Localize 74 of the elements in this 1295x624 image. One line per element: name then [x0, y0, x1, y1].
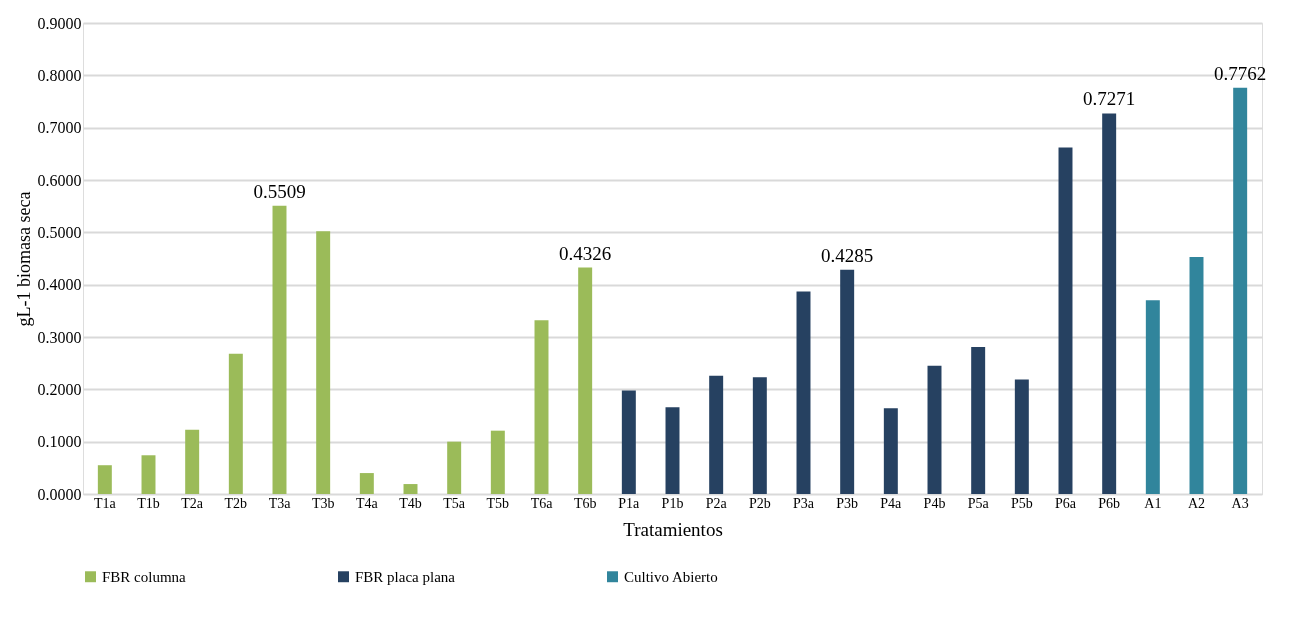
x-tick-label: T5b: [486, 495, 510, 511]
data-label: 0.7271: [1083, 88, 1136, 110]
bar: [534, 320, 549, 494]
x-tick-label: A1: [1144, 495, 1162, 511]
bar: [1102, 113, 1117, 494]
x-tick-label: T2b: [224, 495, 248, 511]
data-label: 0.7762: [1214, 62, 1267, 84]
bar: [621, 390, 636, 494]
x-tick-label: T1b: [137, 495, 160, 511]
y-tick-label: 0.9000: [37, 14, 82, 32]
x-tick-label: P3a: [793, 495, 815, 511]
bar: [883, 408, 898, 494]
x-tick-label: T3a: [268, 495, 292, 511]
y-tick-label: 0.5000: [37, 223, 82, 241]
x-tick-label: P6b: [1098, 495, 1121, 511]
bar: [359, 473, 374, 494]
x-tick-label: T6b: [573, 495, 597, 511]
x-tick-label: P4a: [880, 495, 903, 511]
bar: [665, 407, 680, 494]
bar: [1058, 147, 1073, 494]
bar: [490, 430, 505, 494]
y-axis-title: gL-1 biomasa seca: [13, 191, 34, 327]
bar: [796, 291, 811, 494]
x-tick-label: T4a: [355, 495, 379, 511]
x-axis-title: Tratamientos: [623, 518, 723, 540]
y-tick-label: 0.6000: [37, 171, 82, 189]
y-tick-label: 0.0000: [37, 485, 82, 503]
x-tick-label: P6a: [1055, 495, 1077, 511]
bar: [1014, 379, 1029, 494]
bar: [927, 365, 942, 494]
x-tick-label: T4b: [399, 495, 422, 511]
x-tick-label: T6a: [530, 495, 554, 511]
y-tick-label: 0.2000: [37, 380, 82, 398]
x-tick-label: P5a: [967, 495, 990, 511]
bar: [1233, 87, 1248, 494]
bar: [228, 353, 243, 494]
x-tick-label: T1a: [93, 495, 117, 511]
x-tick-label: P3b: [836, 495, 859, 511]
x-tick-label: A3: [1231, 495, 1249, 511]
data-label: 0.5509: [253, 180, 306, 202]
bar: [1145, 300, 1160, 494]
x-tick-label: P2a: [705, 495, 728, 511]
x-tick-label: P1a: [618, 495, 641, 511]
x-tick-label: T3b: [311, 495, 335, 511]
y-tick-label: 0.8000: [37, 66, 82, 84]
bar: [97, 465, 112, 494]
bar: [1189, 256, 1204, 494]
data-label: 0.4326: [559, 242, 612, 264]
legend-label: Cultivo Abierto: [624, 568, 718, 585]
bar: [141, 455, 156, 494]
x-tick-label: A2: [1187, 495, 1206, 511]
data-label: 0.4285: [821, 244, 874, 266]
legend-label: FBR placa plana: [355, 568, 456, 585]
x-tick-label: T2a: [181, 495, 204, 511]
y-tick-label: 0.4000: [37, 276, 82, 294]
bar: [403, 484, 418, 494]
bar: [752, 377, 767, 494]
y-tick-label: 0.3000: [37, 328, 82, 346]
y-tick-label: 0.7000: [37, 119, 82, 137]
x-tick-label: P2b: [748, 495, 771, 511]
legend-label: FBR columna: [102, 568, 187, 585]
bar: [840, 269, 855, 494]
bar: [578, 267, 593, 494]
x-tick-label: P1b: [661, 495, 684, 511]
bar: [709, 375, 724, 494]
bar: [971, 346, 986, 494]
x-tick-label: P4b: [923, 495, 946, 511]
bar: [447, 441, 462, 494]
y-tick-label: 0.1000: [37, 433, 82, 451]
x-tick-label: T5a: [443, 495, 466, 511]
bar: [316, 231, 331, 494]
x-tick-label: P5b: [1010, 495, 1033, 511]
bar: [272, 205, 287, 494]
bar: [185, 429, 200, 494]
